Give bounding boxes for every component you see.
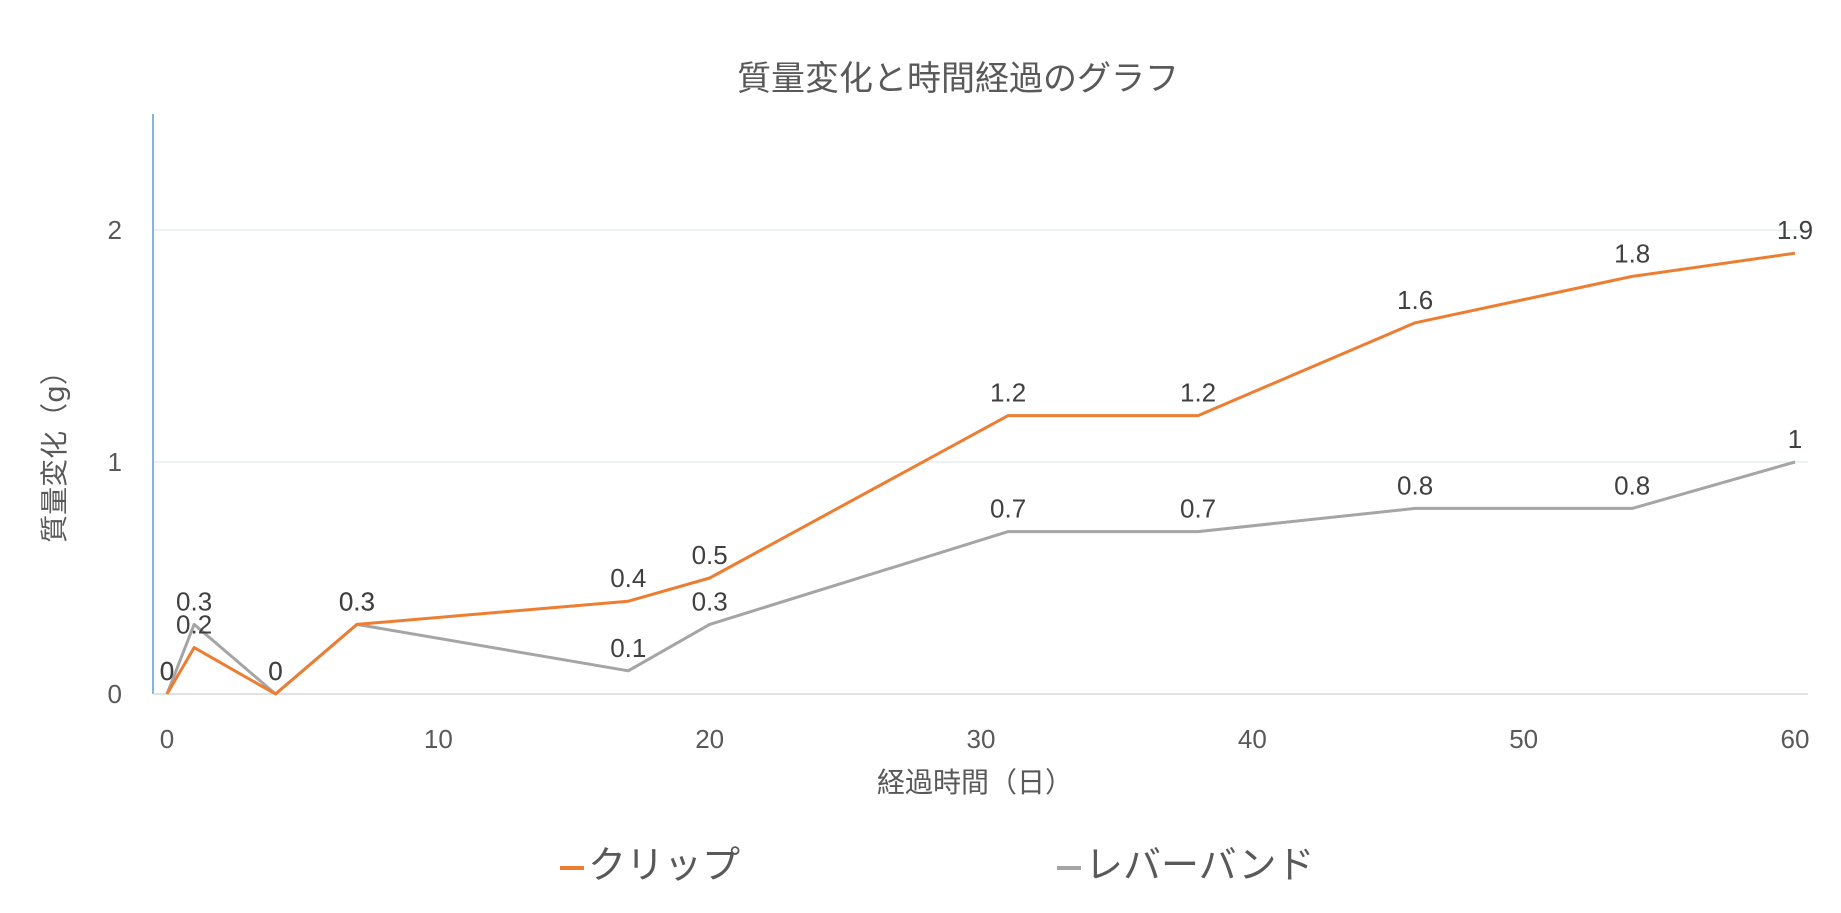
data-label: 0.5: [692, 540, 728, 570]
data-label: 0.8: [1614, 470, 1650, 500]
data-label: 0.7: [990, 494, 1026, 524]
x-axis-title: 経過時間（日）: [877, 766, 1073, 799]
data-label: 0.3: [692, 586, 728, 616]
data-label: 0.8: [1397, 470, 1433, 500]
data-label: 0.3: [339, 586, 375, 616]
grid-layer: [153, 229, 1808, 463]
data-label: 0: [268, 656, 282, 686]
series-line-1: [165, 251, 1796, 696]
data-label: 0.1: [610, 633, 646, 663]
data-label: 1.2: [1180, 378, 1216, 408]
data-label: 1.9: [1777, 215, 1813, 245]
x-tick-label: 50: [1509, 724, 1538, 754]
x-tick-label: 40: [1238, 724, 1267, 754]
data-label: 0.4: [610, 563, 646, 593]
label-layer: 00.200.30.40.51.2 1.21.61.81.900.300.30.1…: [160, 215, 1813, 686]
x-tick-label: 20: [695, 724, 724, 754]
series-line-2: [165, 460, 1796, 696]
y-tick-label: 2: [108, 215, 122, 245]
y-tick-label: 0: [108, 679, 122, 709]
data-label: 1.8: [1614, 238, 1650, 268]
data-label: 0: [160, 656, 174, 686]
data-label: 0.2: [176, 610, 212, 640]
y-tick-label: 1: [108, 447, 122, 477]
x-tick-label: 10: [424, 724, 453, 754]
legend: クリップ レバーバンド: [560, 843, 1315, 887]
data-label: 1.2: [990, 378, 1026, 408]
legend-label-2: レバーバンド: [1085, 843, 1315, 887]
data-label: 1.6: [1397, 285, 1433, 315]
data-label: 0.7: [1180, 494, 1216, 524]
legend-label-1: クリップ: [588, 843, 740, 887]
data-label: 0: [160, 656, 174, 686]
x-tick-label: 0: [160, 724, 174, 754]
chart-title: 質量変化と時間経過のグラフ: [737, 59, 1179, 99]
y-axis-title: 質量変化（g）: [38, 357, 71, 543]
data-label: 0.3: [339, 586, 375, 616]
x-tick-label: 30: [967, 724, 996, 754]
data-label: 0.3: [176, 586, 212, 616]
data-label: 0: [268, 656, 282, 686]
data-label: 1: [1788, 424, 1802, 454]
x-tick-label: 60: [1781, 724, 1810, 754]
series-layer: [165, 251, 1796, 696]
